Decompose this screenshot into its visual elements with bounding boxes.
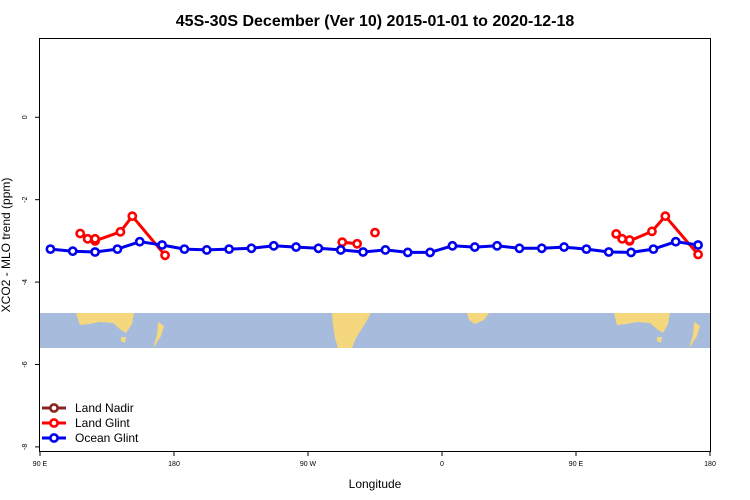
legend-marker [49, 418, 59, 428]
data-point [352, 238, 363, 249]
map-band [40, 313, 710, 348]
x-tick-label: 0 [440, 461, 444, 468]
data-point [112, 244, 123, 255]
y-tick-label: -4 [22, 279, 29, 285]
chart-title: 45S-30S December (Ver 10) 2015-01-01 to … [176, 13, 575, 30]
data-point [157, 240, 167, 250]
land-tasmania-1 [121, 337, 126, 343]
land-south-america [332, 313, 371, 348]
x-tick-label: 90 W [300, 461, 317, 468]
data-point [617, 233, 628, 244]
legend-item: Land Glint [42, 416, 130, 430]
data-point [425, 247, 435, 258]
data-point [581, 244, 592, 255]
legend-item: Ocean Glint [42, 431, 139, 445]
data-point [201, 245, 212, 255]
data-point [246, 243, 257, 254]
x-tick-label: 180 [704, 461, 716, 468]
map-ocean [40, 313, 710, 348]
y-axis: 0 -2 -4 -6 -8 [22, 115, 40, 450]
data-point [660, 211, 671, 222]
data-point [335, 245, 346, 255]
data-point [160, 250, 170, 261]
data-point [224, 244, 234, 255]
data-point [268, 240, 279, 251]
data-point [127, 211, 138, 222]
data-point [647, 226, 657, 237]
land-africa [467, 313, 489, 324]
plot-frame [39, 38, 711, 452]
land-tasmania-2 [657, 337, 662, 343]
data-point [624, 235, 635, 245]
legend-item: Land Nadir [42, 401, 134, 415]
y-axis-label: XCO2 - MLO trend (ppm) [0, 178, 13, 313]
data-point [611, 228, 622, 239]
series-land-glint [75, 211, 703, 261]
data-point [115, 226, 126, 237]
data-point [358, 247, 368, 257]
data-point [313, 243, 324, 254]
data-point [291, 242, 301, 252]
legend-marker [49, 433, 59, 443]
data-point [402, 247, 413, 258]
data-point [90, 247, 100, 257]
data-point [67, 246, 78, 257]
data-point [603, 247, 614, 257]
data-point [179, 244, 190, 255]
data-point [693, 240, 703, 250]
data-point [514, 243, 525, 254]
legend-label: Land Glint [75, 416, 130, 430]
data-point [447, 240, 458, 251]
data-point [469, 242, 480, 252]
data-point [90, 233, 100, 244]
land-australia-1 [76, 313, 134, 333]
data-point [45, 244, 56, 255]
land-new-zealand-1 [153, 322, 164, 348]
legend-label: Land Nadir [75, 401, 134, 415]
data-point [134, 236, 145, 247]
data-point [670, 236, 681, 247]
land-new-zealand-2 [689, 322, 700, 348]
y-tick-label: -6 [22, 361, 29, 367]
x-axis: 90 E 180 90 W 0 90 E 180 [33, 451, 716, 468]
series-layer [45, 211, 703, 261]
legend-label: Ocean Glint [75, 431, 139, 445]
x-tick-label: 90 E [33, 461, 48, 468]
data-point [492, 240, 502, 251]
data-point [380, 245, 391, 255]
data-point [82, 233, 93, 244]
data-point [370, 227, 380, 238]
data-point [693, 249, 703, 260]
data-point [626, 247, 636, 258]
data-point [75, 228, 86, 239]
y-tick-label: -2 [22, 196, 29, 202]
series-line [50, 240, 699, 254]
land-australia-2 [614, 313, 670, 333]
x-axis-label: Longitude [349, 477, 402, 491]
series-ocean-glint [45, 236, 703, 258]
data-point [536, 243, 547, 254]
legend-marker [49, 403, 59, 413]
y-tick-label: 0 [22, 115, 29, 119]
data-point [337, 237, 348, 248]
x-tick-label: 90 E [569, 461, 584, 468]
y-tick-label: -8 [22, 444, 29, 450]
data-point [648, 244, 659, 255]
x-tick-label: 180 [168, 461, 180, 468]
data-point [559, 242, 569, 252]
